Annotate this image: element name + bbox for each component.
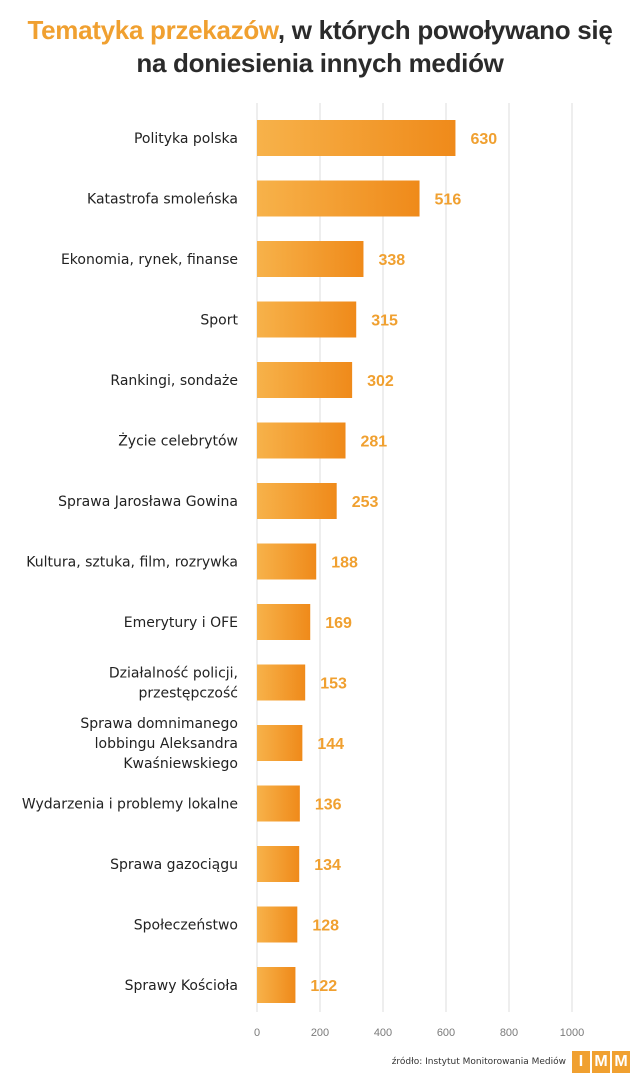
data-label: 136 (315, 797, 342, 814)
category-label-line: Emerytury i OFE (124, 615, 238, 631)
bar (257, 725, 303, 761)
data-label: 630 (470, 131, 497, 148)
x-tick-label: 200 (311, 1027, 329, 1039)
category-label-line: Sport (200, 313, 238, 329)
x-tick-label: 0 (254, 1027, 260, 1039)
bar (257, 483, 337, 519)
category-label: Kultura, sztuka, film, rozrywka (26, 555, 238, 571)
logo-letter: I (572, 1051, 590, 1073)
logo-letter: M (612, 1051, 630, 1073)
bar (257, 846, 300, 882)
data-label: 281 (361, 434, 388, 451)
category-label: Ekonomia, rynek, finanse (61, 252, 238, 268)
chart-title-accent: Tematyka przekazów (27, 15, 279, 45)
x-tick-label: 1000 (560, 1027, 584, 1039)
category-label-line: Rankingi, sondaże (110, 373, 238, 389)
category-label-line: lobbingu Aleksandra (95, 736, 238, 752)
data-label: 128 (312, 918, 339, 935)
category-label-line: Życie celebrytów (118, 432, 238, 450)
data-label: 153 (320, 676, 347, 693)
category-label: Polityka polska (134, 131, 238, 147)
source-note: źródło: Instytut Monitorowania Mediów (391, 1057, 566, 1067)
chart-title: Tematyka przekazów, w których powoływano… (0, 14, 640, 80)
category-label-line: Kultura, sztuka, film, rozrywka (26, 555, 238, 571)
category-label-line: Sprawy Kościoła (125, 978, 238, 994)
category-label: Sprawa gazociągu (110, 857, 238, 873)
bar (257, 785, 300, 822)
bar (257, 967, 296, 1003)
category-label: Sprawa Jarosława Gowina (58, 494, 238, 510)
category-label: Emerytury i OFE (124, 615, 238, 631)
category-label-line: Społeczeństwo (134, 918, 238, 934)
category-label-line: Sprawa gazociągu (110, 857, 238, 873)
footer: źródło: Instytut Monitorowania Mediów I … (392, 1048, 630, 1076)
category-label-line: Ekonomia, rynek, finanse (61, 252, 238, 268)
data-label: 253 (352, 494, 379, 511)
bar-chart: 630 Polityka polska 516 Katastrofa smoleńsk… (22, 103, 584, 1039)
category-label: Działalność policji, przestępczość (109, 666, 238, 702)
data-label: 315 (371, 313, 398, 330)
data-label: 302 (367, 373, 394, 390)
data-label: 338 (378, 252, 405, 269)
imm-logo: I M M (572, 1051, 630, 1073)
category-label: Sprawa domnimanego lobbingu Aleksandra Kwa… (80, 716, 238, 772)
logo-letter: M (592, 1051, 610, 1073)
data-label: 144 (317, 736, 344, 753)
category-label-line: Kwaśniewskiego (123, 756, 238, 772)
data-label: 516 (435, 192, 462, 209)
chart-title-rest: , w których powoływano się (277, 15, 613, 45)
category-label-line: Sprawa Jarosława Gowina (58, 494, 238, 510)
bar (257, 241, 364, 277)
category-label: Katastrofa smoleńska (87, 192, 238, 208)
category-label: Rankingi, sondaże (110, 373, 238, 389)
bar (257, 543, 317, 580)
bar (257, 664, 306, 701)
bar (257, 362, 353, 398)
bar (257, 906, 298, 943)
bar (257, 422, 346, 459)
x-tick-label: 600 (437, 1027, 455, 1039)
category-label-line: Działalność policji, (109, 666, 238, 682)
category-label: Sport (200, 313, 238, 329)
bar (257, 301, 357, 338)
x-tick-label: 400 (374, 1027, 392, 1039)
category-label: Społeczeństwo (134, 918, 238, 934)
data-label: 188 (331, 555, 358, 572)
category-label-line: Polityka polska (134, 131, 238, 147)
x-tick-label: 800 (500, 1027, 518, 1039)
category-label-line: Wydarzenia i problemy lokalne (22, 797, 238, 813)
data-label: 169 (325, 615, 352, 632)
chart-title-line2: na doniesienia innych mediów (136, 48, 504, 78)
bar (257, 180, 420, 217)
category-label-line: Katastrofa smoleńska (87, 192, 238, 208)
category-label: Życie celebrytów (118, 432, 238, 450)
bar (257, 604, 311, 640)
category-label: Wydarzenia i problemy lokalne (22, 797, 238, 813)
data-label: 122 (310, 978, 337, 995)
category-label: Sprawy Kościoła (125, 978, 238, 994)
data-label: 134 (314, 857, 341, 874)
category-label-line: przestępczość (139, 686, 239, 702)
category-label-line: Sprawa domnimanego (80, 716, 238, 732)
bar (257, 120, 456, 156)
